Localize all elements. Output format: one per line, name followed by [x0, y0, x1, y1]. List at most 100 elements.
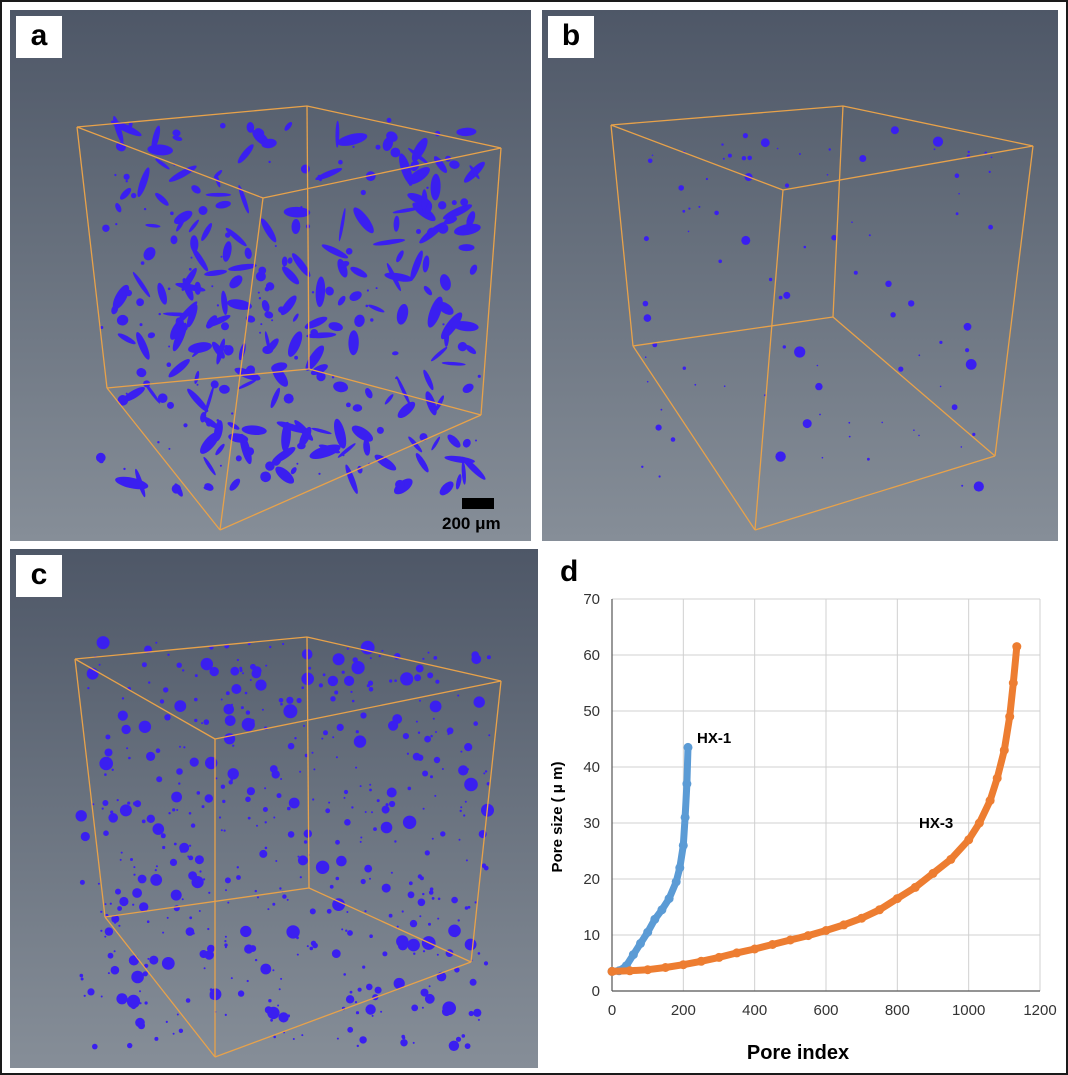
pore-blob	[157, 441, 160, 444]
pore-network	[282, 266, 300, 285]
pore-blob	[303, 829, 312, 838]
pore-blob	[271, 319, 274, 322]
pore-blob	[643, 236, 649, 242]
pore-blob	[101, 807, 104, 810]
pore-blob	[473, 721, 479, 726]
pore-blob	[972, 432, 976, 436]
box-edge	[306, 636, 310, 889]
pore-blob	[183, 423, 188, 428]
pore-blob	[297, 855, 308, 866]
box-edge	[219, 197, 264, 531]
pore-blob	[139, 1002, 142, 1005]
pore-blob	[369, 657, 372, 660]
pore-network	[439, 481, 454, 496]
pore-blob	[939, 340, 943, 344]
pore-blob	[172, 808, 176, 812]
series-hx-1	[607, 742, 693, 976]
x-tick-label: 600	[813, 1002, 838, 1019]
pore-blob	[477, 1018, 480, 1021]
pore-blob	[343, 973, 347, 976]
data-point	[839, 920, 849, 930]
pore-blob	[172, 1032, 175, 1035]
pore-blob	[364, 864, 373, 873]
pore-blob	[321, 737, 324, 740]
pore-blob	[158, 312, 161, 316]
pore-blob	[255, 679, 267, 691]
pore-blob	[988, 224, 993, 230]
pore-blob	[454, 967, 460, 973]
y-tick-label: 40	[583, 759, 600, 776]
pore-network	[229, 275, 243, 289]
y-axis-label: Pore size ( μ m)	[549, 762, 566, 873]
pore-blob	[123, 173, 130, 180]
pore-blob	[381, 883, 391, 893]
pore-blob	[965, 348, 970, 353]
pore-blob	[109, 902, 112, 905]
pore-blob	[105, 734, 111, 740]
pore-network	[462, 383, 474, 393]
panel-d-letter: d	[560, 555, 579, 588]
pore-blob	[219, 464, 222, 467]
pore-blob	[240, 925, 252, 938]
pore-blob	[963, 322, 972, 331]
pore-network	[350, 266, 368, 278]
pore-blob	[224, 1013, 227, 1016]
pore-blob	[107, 972, 110, 975]
pore-blob	[275, 860, 278, 862]
pore-blob	[967, 150, 970, 154]
box-edge	[632, 316, 834, 347]
pore-blob	[313, 768, 316, 771]
pore-blob	[187, 855, 190, 858]
pore-blob	[155, 641, 158, 644]
pore-blob	[131, 192, 137, 199]
pore-network	[292, 313, 299, 322]
pore-network	[241, 425, 267, 436]
pore-blob	[670, 437, 676, 442]
pore-blob	[199, 870, 202, 873]
pore-blob	[913, 429, 915, 432]
pore-network	[116, 314, 129, 326]
pore-network	[147, 144, 173, 156]
pore-blob	[168, 447, 171, 450]
pore-blob	[287, 831, 295, 838]
pore-blob	[433, 756, 441, 764]
pore-blob	[127, 801, 131, 805]
pore-blob	[370, 1004, 373, 1008]
pore-blob	[881, 421, 883, 424]
pore-network	[315, 276, 326, 308]
pore-blob	[154, 1036, 159, 1041]
box-edge	[610, 105, 844, 126]
pore-network	[238, 184, 250, 214]
pore-network	[244, 247, 252, 259]
pore-blob	[216, 419, 220, 422]
pore-blob	[973, 481, 984, 492]
pore-network	[393, 215, 400, 232]
pore-blob	[486, 782, 490, 786]
pore-blob	[434, 794, 437, 797]
pore-blob	[176, 662, 182, 668]
pore-network	[225, 227, 247, 247]
pore-network	[338, 208, 346, 242]
pore-blob	[96, 452, 106, 463]
box-edge	[308, 887, 472, 963]
box-edge	[842, 105, 1034, 147]
pore-network	[172, 135, 183, 141]
pore-blob	[294, 355, 298, 360]
pore-blob	[451, 896, 458, 904]
pore-blob	[360, 712, 367, 719]
pore-blob	[343, 789, 349, 795]
pore-blob	[448, 924, 461, 938]
pore-blob	[422, 657, 425, 660]
pore-blob	[409, 919, 418, 928]
pore-blob	[315, 860, 330, 874]
pore-network	[228, 433, 249, 443]
pore-blob	[130, 1003, 137, 1010]
pore-blob	[318, 683, 323, 688]
data-point	[650, 914, 660, 924]
pore-blob	[431, 897, 435, 900]
pore-blob	[369, 877, 371, 880]
pore-network	[423, 369, 434, 391]
pore-blob	[402, 815, 417, 829]
pore-blob	[406, 752, 409, 755]
pore-blob	[201, 805, 205, 809]
